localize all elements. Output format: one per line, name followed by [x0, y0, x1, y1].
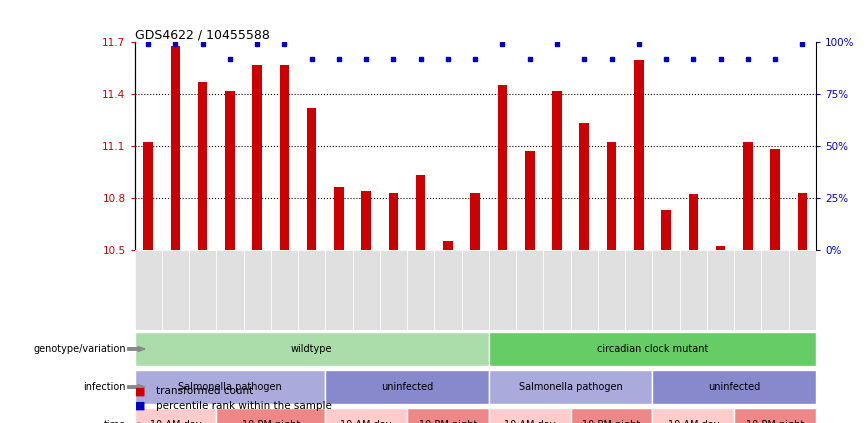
Bar: [143, 143, 153, 250]
Bar: [326, 370, 489, 404]
Bar: [607, 143, 616, 250]
Bar: [734, 250, 761, 330]
Bar: [407, 250, 434, 330]
Bar: [307, 108, 317, 250]
Text: 10 PM night: 10 PM night: [582, 420, 641, 423]
Bar: [489, 408, 570, 423]
Bar: [135, 408, 216, 423]
Bar: [761, 250, 789, 330]
Bar: [653, 408, 734, 423]
Bar: [225, 91, 234, 250]
Bar: [570, 250, 598, 330]
Text: 10 PM night: 10 PM night: [746, 420, 804, 423]
Bar: [716, 246, 726, 250]
Text: wildtype: wildtype: [291, 344, 332, 354]
Bar: [135, 332, 489, 366]
Bar: [171, 46, 181, 250]
Text: 10 AM day: 10 AM day: [504, 420, 556, 423]
Bar: [434, 250, 462, 330]
Bar: [352, 250, 380, 330]
Text: 10 PM night: 10 PM night: [241, 420, 300, 423]
Bar: [444, 241, 453, 250]
Bar: [407, 408, 489, 423]
Bar: [653, 250, 680, 330]
Bar: [298, 250, 326, 330]
Text: Salmonella pathogen: Salmonella pathogen: [519, 382, 622, 392]
Bar: [161, 250, 189, 330]
Bar: [244, 250, 271, 330]
Bar: [707, 250, 734, 330]
Text: Salmonella pathogen: Salmonella pathogen: [178, 382, 282, 392]
Bar: [489, 332, 816, 366]
Bar: [789, 250, 816, 330]
Bar: [489, 250, 516, 330]
Bar: [525, 151, 535, 250]
Text: GDS4622 / 10455588: GDS4622 / 10455588: [135, 28, 269, 41]
Bar: [798, 192, 807, 250]
Bar: [580, 124, 589, 250]
Bar: [416, 175, 425, 250]
Bar: [380, 250, 407, 330]
Bar: [489, 370, 653, 404]
Bar: [253, 65, 262, 250]
Text: uninfected: uninfected: [708, 382, 760, 392]
Bar: [661, 210, 671, 250]
Bar: [334, 187, 344, 250]
Bar: [543, 250, 570, 330]
Text: ■: ■: [135, 386, 145, 396]
Bar: [216, 408, 326, 423]
Bar: [326, 250, 352, 330]
Bar: [271, 250, 298, 330]
Bar: [198, 82, 207, 250]
Bar: [734, 408, 816, 423]
Bar: [470, 192, 480, 250]
Bar: [625, 250, 653, 330]
Text: transformed count: transformed count: [156, 386, 253, 396]
Text: circadian clock mutant: circadian clock mutant: [596, 344, 708, 354]
Bar: [770, 149, 779, 250]
Bar: [497, 85, 507, 250]
Text: time: time: [104, 420, 126, 423]
Text: infection: infection: [83, 382, 126, 392]
Bar: [516, 250, 543, 330]
Bar: [680, 250, 707, 330]
Text: 10 AM day: 10 AM day: [340, 420, 392, 423]
Bar: [688, 194, 698, 250]
Text: percentile rank within the sample: percentile rank within the sample: [156, 401, 332, 411]
Bar: [279, 65, 289, 250]
Bar: [634, 60, 643, 250]
Text: ■: ■: [135, 401, 145, 411]
Bar: [135, 250, 161, 330]
Text: uninfected: uninfected: [381, 382, 433, 392]
Bar: [189, 250, 216, 330]
Bar: [653, 370, 816, 404]
Bar: [552, 91, 562, 250]
Bar: [598, 250, 625, 330]
Text: 10 AM day: 10 AM day: [149, 420, 201, 423]
Bar: [135, 370, 326, 404]
Bar: [326, 408, 407, 423]
Bar: [743, 143, 753, 250]
Bar: [361, 191, 371, 250]
Bar: [389, 192, 398, 250]
Text: genotype/variation: genotype/variation: [33, 344, 126, 354]
Bar: [570, 408, 653, 423]
Bar: [216, 250, 244, 330]
Text: 10 AM day: 10 AM day: [667, 420, 719, 423]
Bar: [462, 250, 489, 330]
Text: 10 PM night: 10 PM night: [419, 420, 477, 423]
